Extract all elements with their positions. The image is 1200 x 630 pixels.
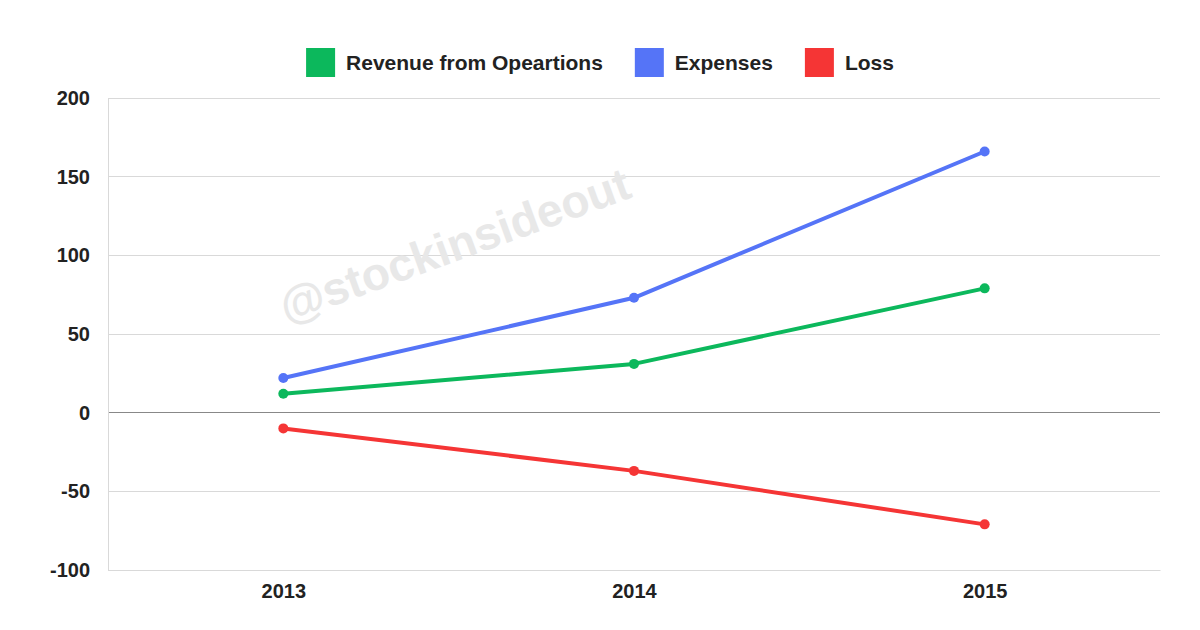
- point: [278, 389, 288, 399]
- point: [629, 359, 639, 369]
- y-axis-line: [108, 99, 109, 571]
- y-tick: -100: [50, 559, 108, 581]
- grid-line: [108, 570, 1160, 571]
- y-tick-label: -50: [61, 480, 90, 502]
- grid: [108, 98, 1160, 570]
- grid-line: [108, 334, 1160, 335]
- x-tick-label: 2014: [612, 580, 657, 602]
- grid-line: [108, 176, 1160, 177]
- x-tick: 2014: [612, 570, 657, 602]
- legend-swatch: [805, 48, 834, 77]
- y-tick: 0: [79, 402, 108, 424]
- y-tick: 100: [57, 244, 108, 266]
- x-tick-label: 2015: [963, 580, 1008, 602]
- legend-item: Expenses: [635, 48, 773, 77]
- point: [629, 466, 639, 476]
- y-tick: 50: [68, 323, 108, 345]
- point: [278, 373, 288, 383]
- series-line: [283, 428, 984, 524]
- x-tick: 2013: [262, 570, 307, 602]
- legend-swatch: [306, 48, 335, 77]
- point: [980, 283, 990, 293]
- point: [278, 423, 288, 433]
- y-tick-label: 0: [79, 402, 90, 424]
- chart: @stockinsideout-100-50050100150200201320…: [0, 0, 1200, 630]
- marks: [278, 146, 989, 529]
- x-axis-line: [109, 570, 1161, 571]
- y-tick-label: 50: [68, 323, 90, 345]
- point: [629, 293, 639, 303]
- y-tick: 150: [57, 166, 108, 188]
- grid-line: [108, 98, 1160, 99]
- point: [980, 519, 990, 529]
- plot: @stockinsideout-100-50050100150200201320…: [50, 87, 1161, 602]
- grid-line: [108, 491, 1160, 492]
- legend-item: Loss: [805, 48, 894, 77]
- y-tick-label: 150: [57, 166, 90, 188]
- legend-label: Expenses: [675, 51, 773, 74]
- series-line: [283, 288, 984, 393]
- legend-label: Revenue from Opeartions: [346, 51, 603, 74]
- point: [980, 146, 990, 156]
- legend: Revenue from Opeartions Expenses Loss: [306, 48, 894, 77]
- series-line: [283, 151, 984, 378]
- watermark: @stockinsideout: [272, 157, 637, 332]
- y-tick: 200: [57, 87, 108, 109]
- y-tick-label: 100: [57, 244, 90, 266]
- y-tick-label: 200: [57, 87, 90, 109]
- y-tick: -50: [61, 480, 108, 502]
- legend-item: Revenue from Opeartions: [306, 48, 603, 77]
- x-tick-label: 2013: [262, 580, 307, 602]
- grid-line: [108, 255, 1160, 256]
- x-axis: 2013 2014 2015: [109, 570, 1161, 602]
- legend-label: Loss: [845, 51, 894, 74]
- x-tick: 2015: [963, 570, 1008, 602]
- legend-swatch: [635, 48, 664, 77]
- grid-line: [108, 412, 1160, 413]
- y-tick-label: -100: [50, 559, 90, 581]
- y-axis: -100 -50 0 50 100 150 200: [50, 87, 109, 581]
